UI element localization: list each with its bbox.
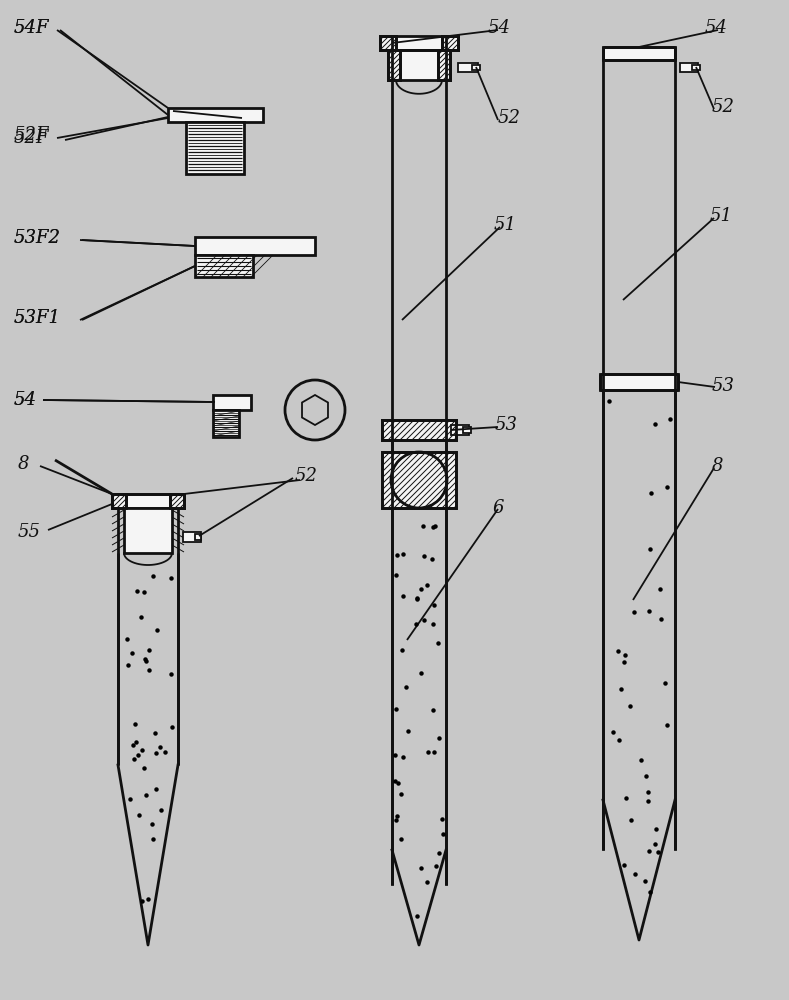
Text: 54: 54 (488, 19, 511, 37)
Text: 51: 51 (710, 207, 733, 225)
Text: 51: 51 (494, 216, 517, 234)
Text: 55: 55 (18, 523, 41, 541)
Text: 53F1: 53F1 (14, 309, 61, 327)
Bar (451, 425, 469, 435)
Text: 53: 53 (712, 377, 735, 395)
Bar (170, 494, 184, 508)
Bar (380, 36, 458, 50)
Bar (170, 494, 184, 508)
Bar (442, 36, 458, 50)
Text: 53: 53 (495, 416, 518, 434)
Bar (388, 50, 450, 80)
Bar (112, 494, 126, 508)
Bar (438, 50, 450, 80)
Text: 54: 54 (14, 391, 37, 409)
Text: 54F: 54F (14, 19, 50, 37)
Text: 52: 52 (498, 109, 521, 127)
Bar (195, 237, 315, 255)
Bar (382, 452, 456, 508)
Bar (382, 420, 456, 440)
Text: 52F: 52F (14, 129, 50, 147)
Bar (124, 508, 172, 553)
Bar (186, 122, 244, 174)
Bar (213, 410, 239, 437)
Text: 53F2: 53F2 (14, 229, 61, 247)
Text: 54: 54 (705, 19, 728, 37)
Text: 52F: 52F (14, 126, 50, 144)
Bar (438, 50, 450, 80)
Circle shape (391, 452, 447, 508)
Bar (382, 452, 456, 508)
Bar (112, 494, 126, 508)
Bar (692, 65, 700, 70)
Text: 52: 52 (295, 467, 318, 485)
Bar (382, 420, 456, 440)
Bar (195, 255, 253, 277)
Text: 54: 54 (14, 391, 37, 409)
Bar (603, 47, 675, 60)
Bar (183, 532, 201, 542)
Bar (458, 63, 478, 72)
Bar (388, 50, 400, 80)
Bar (472, 65, 480, 70)
Bar (463, 427, 471, 433)
Bar (600, 374, 678, 390)
Bar (680, 63, 698, 72)
Bar (380, 36, 396, 50)
Text: 54F: 54F (14, 19, 50, 37)
Bar (388, 50, 400, 80)
Text: 52: 52 (712, 98, 735, 116)
Bar (442, 36, 458, 50)
Bar (380, 36, 396, 50)
Text: 8: 8 (18, 455, 29, 473)
Bar (168, 108, 263, 122)
Bar (382, 420, 456, 440)
Bar (195, 534, 201, 540)
Text: 8: 8 (712, 457, 724, 475)
Bar (112, 494, 184, 508)
Text: 53F2: 53F2 (14, 229, 61, 247)
Bar (213, 395, 251, 410)
Text: 6: 6 (492, 499, 503, 517)
Text: 53F1: 53F1 (14, 309, 61, 327)
